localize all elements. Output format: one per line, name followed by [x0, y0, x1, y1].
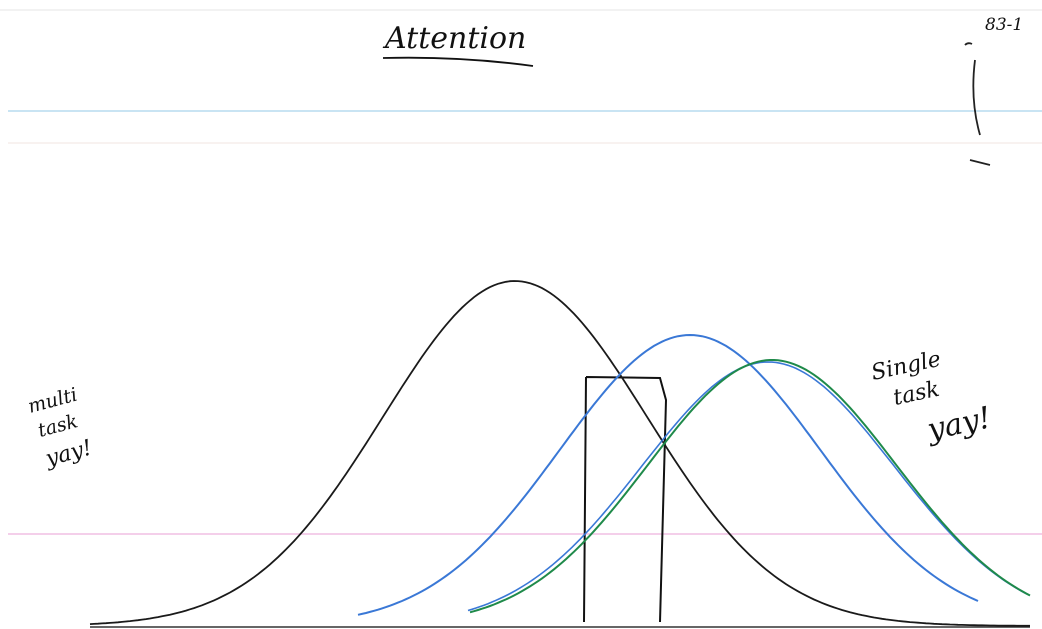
index-card: Attention 83-1 multi task yay! Single ta… — [0, 0, 1042, 629]
page: Attention 83-1 multi task yay! Single ta… — [0, 0, 1042, 629]
corner-note: 83-1 — [985, 15, 1023, 35]
title: Attention — [382, 21, 526, 56]
